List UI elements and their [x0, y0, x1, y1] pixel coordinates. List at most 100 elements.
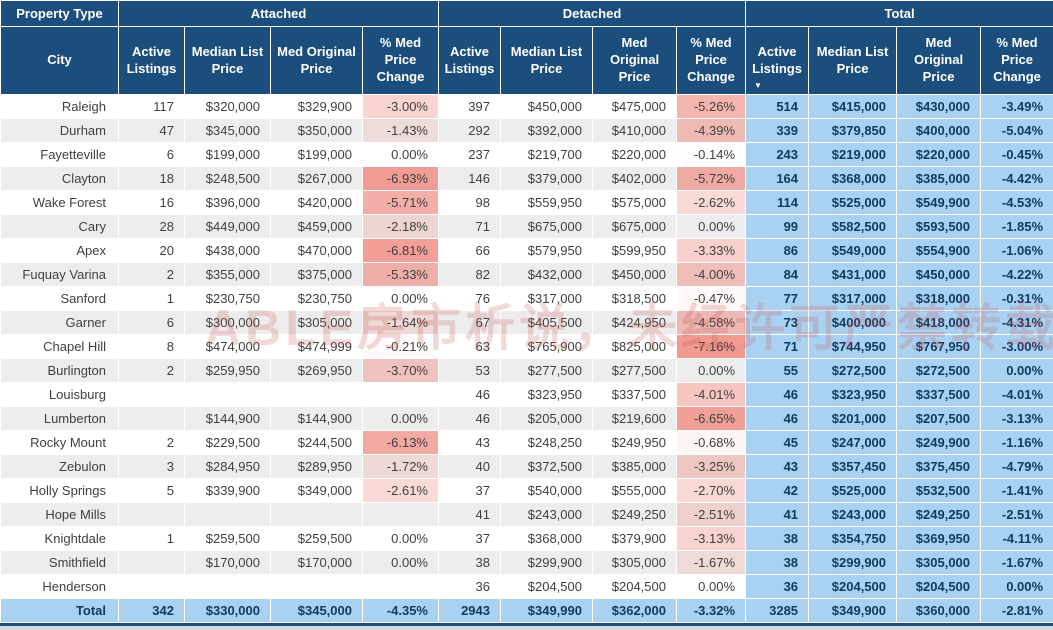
cell-detached-active-listings: 66 [438, 238, 501, 263]
col-header-detached-median-list-price[interactable]: Median List Price [500, 26, 593, 95]
cell-city: Garner [0, 310, 119, 335]
cell-total-median-list-price: $299,900 [808, 550, 898, 575]
cell-attached-median-list-price [184, 574, 271, 599]
col-header-detached-pct-med-price-change[interactable]: % Med Price Change [675, 26, 747, 95]
table-row: Fuquay Varina 2 $355,000 $375,000 -5.33% 82 $4… [0, 262, 1053, 287]
cell-city: Total [0, 598, 119, 623]
table-row: Cary 28 $449,000 $459,000 -2.18% 71 $675,000 $6… [0, 214, 1053, 239]
col-header-total-median-list-price[interactable]: Median List Price [808, 26, 898, 95]
cell-detached-median-list-price: $540,000 [500, 478, 593, 503]
cell-total-pct-med-price-change: -1.67% [980, 550, 1053, 575]
cell-detached-med-original-price: $249,950 [592, 430, 677, 455]
cell-total-med-original-price: $554,900 [896, 238, 982, 263]
cell-detached-pct-med-price-change: 0.00% [676, 214, 747, 239]
table-row: Henderson 36 $204,500 $204,500 0.00% 36 $204,5… [0, 574, 1053, 599]
cell-detached-active-listings: 146 [438, 166, 501, 191]
col-header-total-active-listings[interactable]: Active Listings ▼ [745, 26, 810, 95]
cell-attached-active-listings: 16 [118, 190, 185, 215]
cell-attached-pct-med-price-change: -3.00% [362, 94, 439, 119]
cell-attached-active-listings: 8 [118, 334, 185, 359]
cell-detached-median-list-price: $405,500 [500, 310, 593, 335]
table-bottom-border [0, 623, 1053, 626]
cell-detached-median-list-price: $299,900 [500, 550, 593, 575]
col-header-detached-active-listings[interactable]: Active Listings [438, 26, 501, 95]
cell-attached-active-listings: 20 [118, 238, 185, 263]
cell-attached-active-listings: 28 [118, 214, 185, 239]
cell-total-median-list-price: $431,000 [808, 262, 898, 287]
cell-total-median-list-price: $219,000 [808, 142, 898, 167]
cell-attached-pct-med-price-change: -5.33% [362, 262, 439, 287]
cell-city: Knightdale [0, 526, 119, 551]
cell-total-active-listings: 339 [745, 118, 810, 143]
cell-detached-med-original-price: $385,000 [592, 454, 677, 479]
cell-attached-pct-med-price-change: -1.72% [362, 454, 439, 479]
cell-detached-pct-med-price-change: -2.51% [676, 502, 747, 527]
cell-attached-median-list-price: $259,500 [184, 526, 271, 551]
cell-city: Hope Mills [0, 502, 119, 527]
cell-total-active-listings: 86 [745, 238, 810, 263]
col-header-total-pct-med-price-change[interactable]: % Med Price Change [980, 26, 1053, 95]
cell-detached-active-listings: 82 [438, 262, 501, 287]
cell-total-pct-med-price-change: -1.85% [980, 214, 1053, 239]
cell-city: Cary [0, 214, 119, 239]
col-header-attached-pct-med-price-change[interactable]: % Med Price Change [362, 26, 439, 95]
cell-detached-active-listings: 46 [438, 382, 501, 407]
cell-city: Wake Forest [0, 190, 119, 215]
group-header-detached: Detached [437, 0, 747, 27]
cell-detached-pct-med-price-change: -5.72% [676, 166, 747, 191]
cell-detached-med-original-price: $424,950 [592, 310, 677, 335]
cell-attached-pct-med-price-change: -6.93% [362, 166, 439, 191]
cell-attached-med-original-price: $420,000 [270, 190, 363, 215]
cell-total-pct-med-price-change: 0.00% [980, 358, 1053, 383]
cell-total-med-original-price: $249,900 [896, 430, 982, 455]
cell-attached-active-listings: 1 [118, 526, 185, 551]
cell-detached-active-listings: 43 [438, 430, 501, 455]
col-header-attached-med-original-price[interactable]: Med Original Price [270, 26, 363, 95]
cell-total-active-listings: 38 [745, 550, 810, 575]
cell-attached-active-listings: 342 [118, 598, 185, 623]
cell-attached-median-list-price: $339,900 [184, 478, 271, 503]
cell-detached-med-original-price: $362,000 [592, 598, 677, 623]
cell-city: Holly Springs [0, 478, 119, 503]
cell-city: Smithfield [0, 550, 119, 575]
cell-detached-med-original-price: $305,000 [592, 550, 677, 575]
corner-header-property-type: Property Type [0, 0, 119, 27]
col-header-attached-median-list-price[interactable]: Median List Price [184, 26, 271, 95]
cell-attached-pct-med-price-change [362, 574, 439, 599]
cell-detached-active-listings: 38 [438, 550, 501, 575]
cell-attached-med-original-price: $269,950 [270, 358, 363, 383]
cell-total-active-listings: 3285 [745, 598, 810, 623]
table-row: Wake Forest 16 $396,000 $420,000 -5.71% 98 $55… [0, 190, 1053, 215]
table-row: Sanford 1 $230,750 $230,750 0.00% 76 $317,000 $… [0, 286, 1053, 311]
col-header-detached-med-original-price[interactable]: Med Original Price [592, 26, 677, 95]
cell-detached-median-list-price: $248,250 [500, 430, 593, 455]
table-row: Hope Mills 41 $243,000 $249,250 -2.51% 41 $243… [0, 502, 1053, 527]
cell-total-active-listings: 243 [745, 142, 810, 167]
col-header-city[interactable]: City [0, 26, 119, 95]
cell-total-med-original-price: $305,000 [896, 550, 982, 575]
cell-attached-med-original-price: $267,000 [270, 166, 363, 191]
cell-attached-pct-med-price-change: -0.21% [362, 334, 439, 359]
cell-attached-median-list-price: $199,000 [184, 142, 271, 167]
cell-total-active-listings: 41 [745, 502, 810, 527]
cell-attached-pct-med-price-change: -6.13% [362, 430, 439, 455]
col-header-total-med-original-price[interactable]: Med Original Price [896, 26, 982, 95]
cell-total-pct-med-price-change: -2.81% [980, 598, 1053, 623]
table-row: Louisburg 46 $323,950 $337,500 -4.01% 46 $323,… [0, 382, 1053, 407]
cell-total-pct-med-price-change: -3.49% [980, 94, 1053, 119]
cell-total-active-listings: 514 [745, 94, 810, 119]
col-header-attached-active-listings[interactable]: Active Listings [118, 26, 185, 95]
cell-attached-active-listings [118, 574, 185, 599]
cell-total-active-listings: 71 [745, 334, 810, 359]
cell-attached-med-original-price [270, 574, 363, 599]
cell-detached-pct-med-price-change: -3.25% [676, 454, 747, 479]
cell-detached-med-original-price: $219,600 [592, 406, 677, 431]
cell-attached-med-original-price: $459,000 [270, 214, 363, 239]
cell-detached-med-original-price: $379,900 [592, 526, 677, 551]
cell-attached-pct-med-price-change: -1.64% [362, 310, 439, 335]
cell-detached-active-listings: 37 [438, 478, 501, 503]
cell-total-med-original-price: $369,950 [896, 526, 982, 551]
cell-total-median-list-price: $243,000 [808, 502, 898, 527]
cell-total-active-listings: 164 [745, 166, 810, 191]
cell-total-active-listings: 46 [745, 406, 810, 431]
